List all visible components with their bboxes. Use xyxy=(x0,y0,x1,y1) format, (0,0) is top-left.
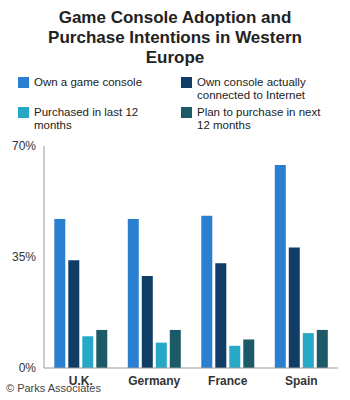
svg-text:Germany: Germany xyxy=(128,374,180,388)
svg-text:35%: 35% xyxy=(12,250,36,264)
svg-text:0%: 0% xyxy=(19,361,37,375)
svg-text:France: France xyxy=(208,374,248,388)
svg-text:Spain: Spain xyxy=(285,374,318,388)
svg-text:70%: 70% xyxy=(12,139,36,153)
